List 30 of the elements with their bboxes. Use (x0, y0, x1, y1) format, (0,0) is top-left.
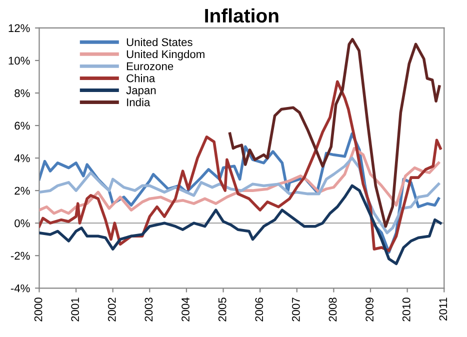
x-tick-label: 2010 (402, 298, 410, 322)
line-series (228, 38, 441, 228)
x-tick-label: 2007 (292, 298, 300, 322)
legend-label: Eurozone (126, 62, 174, 70)
line-series (39, 184, 442, 266)
x-tick-label: 2001 (71, 298, 80, 322)
y-tick-label: -4% (10, 284, 30, 292)
x-tick-label: 2002 (108, 298, 116, 322)
legend-label: United States (126, 38, 192, 46)
y-tick-label: 10% (8, 56, 30, 65)
x-tick-label: 2006 (255, 298, 264, 322)
y-tick-label: -2% (10, 252, 30, 260)
x-tick-label: 2009 (366, 298, 374, 322)
x-tick-label: 2003 (144, 298, 153, 322)
y-tick-label: 0% (14, 219, 30, 228)
x-tick-label: 2011 (439, 298, 448, 320)
x-tick-label: 2008 (328, 298, 337, 322)
y-tick-label: 4% (14, 154, 30, 162)
legend-label: United Kingdom (126, 50, 204, 60)
x-tick-label: 2000 (34, 298, 42, 322)
x-tick-label: 2005 (218, 298, 226, 322)
chart-title: Inflation (205, 8, 278, 23)
y-tick-label: 8% (14, 89, 30, 98)
legend-label: China (126, 74, 156, 82)
y-tick-label: 2% (14, 186, 30, 195)
y-tick-label: 12% (8, 24, 30, 32)
legend-label: Japan (126, 86, 156, 96)
legend-label: India (127, 98, 150, 106)
y-tick-label: 6% (14, 122, 30, 130)
x-tick-label: 2004 (182, 297, 190, 322)
